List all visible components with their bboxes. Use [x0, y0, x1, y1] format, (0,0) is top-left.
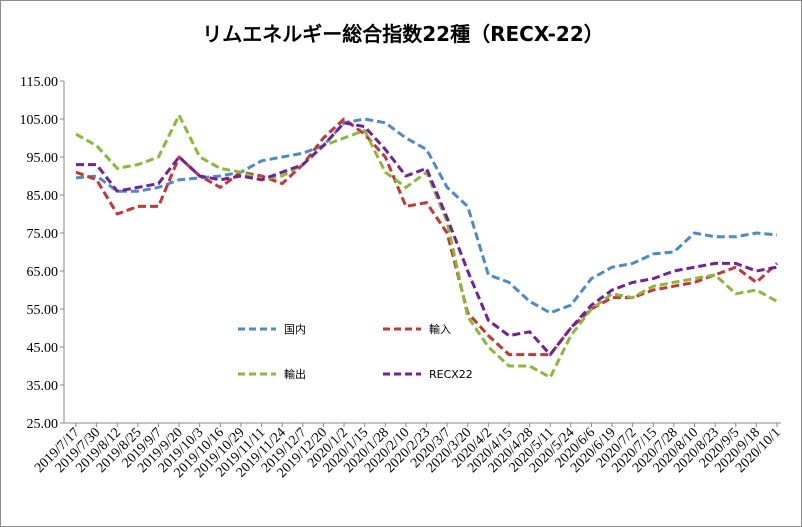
series-line-3: [76, 121, 778, 357]
series-line-0: [75, 117, 778, 315]
y-tick-label: 65.00: [27, 265, 59, 280]
series-line-2: [75, 113, 778, 379]
series-line-1: [75, 117, 779, 357]
axis-ticks: 25.00 35.00 45.00 55.00 65.00 75.00 85.00 95.00…: [20, 75, 784, 481]
legend-label: 国内: [284, 322, 306, 336]
y-tick-label: 85.00: [27, 189, 59, 204]
legend-label: RECX22: [429, 368, 473, 381]
y-tick-label: 45.00: [27, 341, 59, 356]
series-lines: [75, 113, 779, 379]
legend-label: 輸入: [429, 322, 451, 336]
y-tick-label: 55.00: [27, 303, 59, 318]
chart-title: リムエネルギー総合指数22種（RECX-22）: [202, 22, 604, 46]
legend-label: 輸出: [284, 367, 306, 381]
y-tick-label: 105.00: [20, 113, 59, 128]
y-tick-label: 115.00: [20, 75, 58, 90]
y-tick-label: 25.00: [27, 417, 59, 432]
y-tick-label: 35.00: [27, 379, 59, 394]
y-tick-label: 95.00: [27, 151, 59, 166]
y-tick-label: 75.00: [27, 227, 59, 242]
